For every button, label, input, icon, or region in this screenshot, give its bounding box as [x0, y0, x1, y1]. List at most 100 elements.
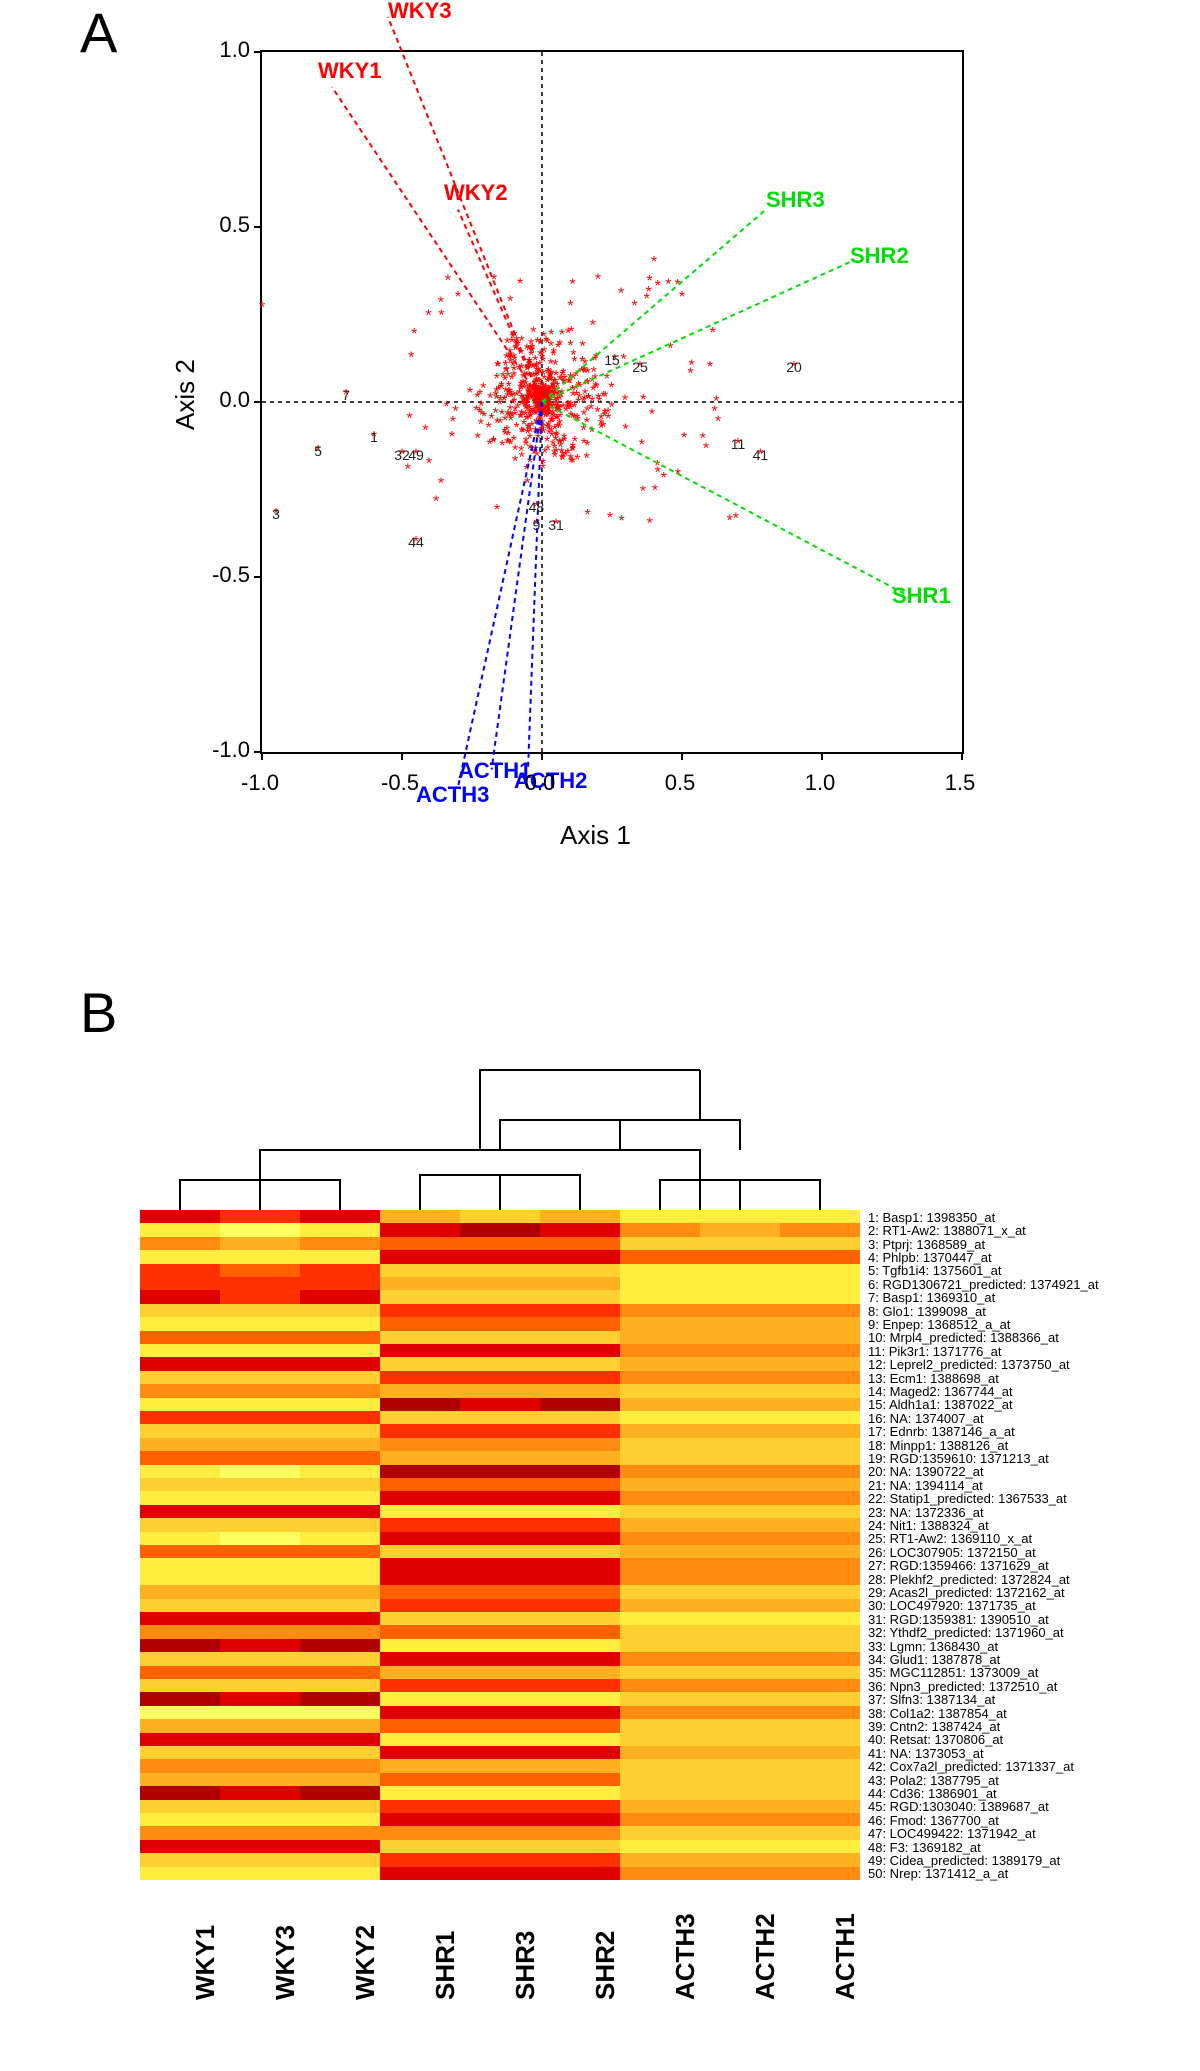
- heatmap-cell: [540, 1344, 620, 1358]
- heatmap-cell: [220, 1491, 300, 1505]
- heatmap-cell: [780, 1451, 860, 1465]
- svg-text:*: *: [652, 482, 658, 499]
- heatmap-cell: [300, 1478, 380, 1492]
- heatmap-cell: [380, 1357, 460, 1371]
- heatmap-cell: [300, 1746, 380, 1760]
- svg-text:*: *: [654, 458, 660, 475]
- svg-text:*: *: [406, 411, 412, 428]
- heatmap-cell: [620, 1491, 700, 1505]
- heatmap-cell: [780, 1759, 860, 1773]
- heatmap-column: [380, 1210, 460, 1880]
- heatmap-cell: [460, 1384, 540, 1398]
- svg-text:*: *: [640, 392, 646, 409]
- svg-text:*: *: [590, 383, 596, 400]
- heatmap-cell: [380, 1317, 460, 1331]
- row-label: 24: Nit1: 1388324_at: [868, 1519, 989, 1532]
- heatmap-column: [620, 1210, 700, 1880]
- vector-label-wky3: WKY3: [388, 0, 452, 24]
- heatmap-column: [540, 1210, 620, 1880]
- column-label: ACTH1: [830, 1913, 861, 2000]
- heatmap-cell: [620, 1411, 700, 1425]
- heatmap-cell: [220, 1411, 300, 1425]
- heatmap-cell: [780, 1424, 860, 1438]
- heatmap-cell: [140, 1706, 220, 1720]
- point-number: 48: [529, 499, 545, 515]
- heatmap-cell: [540, 1625, 620, 1639]
- heatmap: [140, 1210, 860, 1880]
- y-tick: -1.0: [200, 737, 250, 763]
- heatmap-cell: [780, 1826, 860, 1840]
- heatmap-cell: [380, 1304, 460, 1318]
- heatmap-cell: [540, 1491, 620, 1505]
- heatmap-cell: [700, 1733, 780, 1747]
- row-label: 8: Glo1: 1399098_at: [868, 1305, 986, 1318]
- heatmap-cell: [700, 1465, 780, 1479]
- x-tick: 1.5: [945, 770, 976, 796]
- heatmap-cell: [540, 1853, 620, 1867]
- heatmap-cell: [540, 1250, 620, 1264]
- row-label: 41: NA: 1373053_at: [868, 1747, 984, 1760]
- heatmap-cell: [140, 1210, 220, 1224]
- heatmap-cell: [780, 1800, 860, 1814]
- heatmap-cell: [540, 1277, 620, 1291]
- row-label: 48: F3: 1369182_at: [868, 1841, 981, 1854]
- heatmap-cell: [300, 1465, 380, 1479]
- heatmap-cell: [220, 1679, 300, 1693]
- heatmap-cell: [620, 1800, 700, 1814]
- heatmap-cell: [460, 1424, 540, 1438]
- row-label: 37: Slfn3: 1387134_at: [868, 1693, 995, 1706]
- svg-text:*: *: [580, 395, 586, 412]
- heatmap-cell: [140, 1800, 220, 1814]
- heatmap-cell: [140, 1612, 220, 1626]
- heatmap-cell: [700, 1398, 780, 1412]
- scatter-plot: ****************************************…: [260, 50, 964, 754]
- svg-text:*: *: [622, 421, 628, 438]
- heatmap-cell: [460, 1438, 540, 1452]
- row-label: 12: Leprel2_predicted: 1373750_at: [868, 1358, 1070, 1371]
- heatmap-cell: [220, 1223, 300, 1237]
- svg-text:*: *: [425, 308, 431, 325]
- heatmap-cell: [620, 1773, 700, 1787]
- heatmap-cell: [780, 1250, 860, 1264]
- y-tick: -0.5: [200, 562, 250, 588]
- heatmap-cell: [300, 1223, 380, 1237]
- heatmap-cell: [460, 1639, 540, 1653]
- heatmap-cell: [140, 1719, 220, 1733]
- svg-text:*: *: [411, 326, 417, 343]
- heatmap-cell: [700, 1813, 780, 1827]
- heatmap-cell: [140, 1438, 220, 1452]
- heatmap-cell: [300, 1585, 380, 1599]
- heatmap-cell: [700, 1652, 780, 1666]
- heatmap-cell: [700, 1210, 780, 1224]
- heatmap-cell: [140, 1384, 220, 1398]
- row-label: 49: Cidea_predicted: 1389179_at: [868, 1854, 1060, 1867]
- heatmap-cell: [620, 1277, 700, 1291]
- svg-text:*: *: [651, 254, 657, 271]
- heatmap-cell: [300, 1679, 380, 1693]
- heatmap-cell: [780, 1585, 860, 1599]
- column-label: SHR3: [510, 1931, 541, 2000]
- heatmap-cell: [540, 1572, 620, 1586]
- heatmap-cell: [620, 1599, 700, 1613]
- heatmap-cell: [220, 1357, 300, 1371]
- heatmap-cell: [140, 1826, 220, 1840]
- heatmap-cell: [300, 1599, 380, 1613]
- heatmap-cell: [300, 1826, 380, 1840]
- svg-text:*: *: [584, 376, 590, 393]
- heatmap-cell: [460, 1465, 540, 1479]
- heatmap-cell: [540, 1331, 620, 1345]
- panel-b-label: B: [80, 980, 117, 1045]
- heatmap-cell: [300, 1304, 380, 1318]
- heatmap-cell: [140, 1398, 220, 1412]
- heatmap-cell: [380, 1344, 460, 1358]
- point-number: 5: [314, 443, 322, 459]
- point-number: 7: [342, 387, 350, 403]
- heatmap-cell: [780, 1813, 860, 1827]
- heatmap-cell: [220, 1853, 300, 1867]
- heatmap-cell: [220, 1733, 300, 1747]
- heatmap-cell: [300, 1344, 380, 1358]
- heatmap-cell: [300, 1733, 380, 1747]
- heatmap-cell: [140, 1585, 220, 1599]
- svg-text:*: *: [550, 348, 556, 365]
- heatmap-cell: [700, 1411, 780, 1425]
